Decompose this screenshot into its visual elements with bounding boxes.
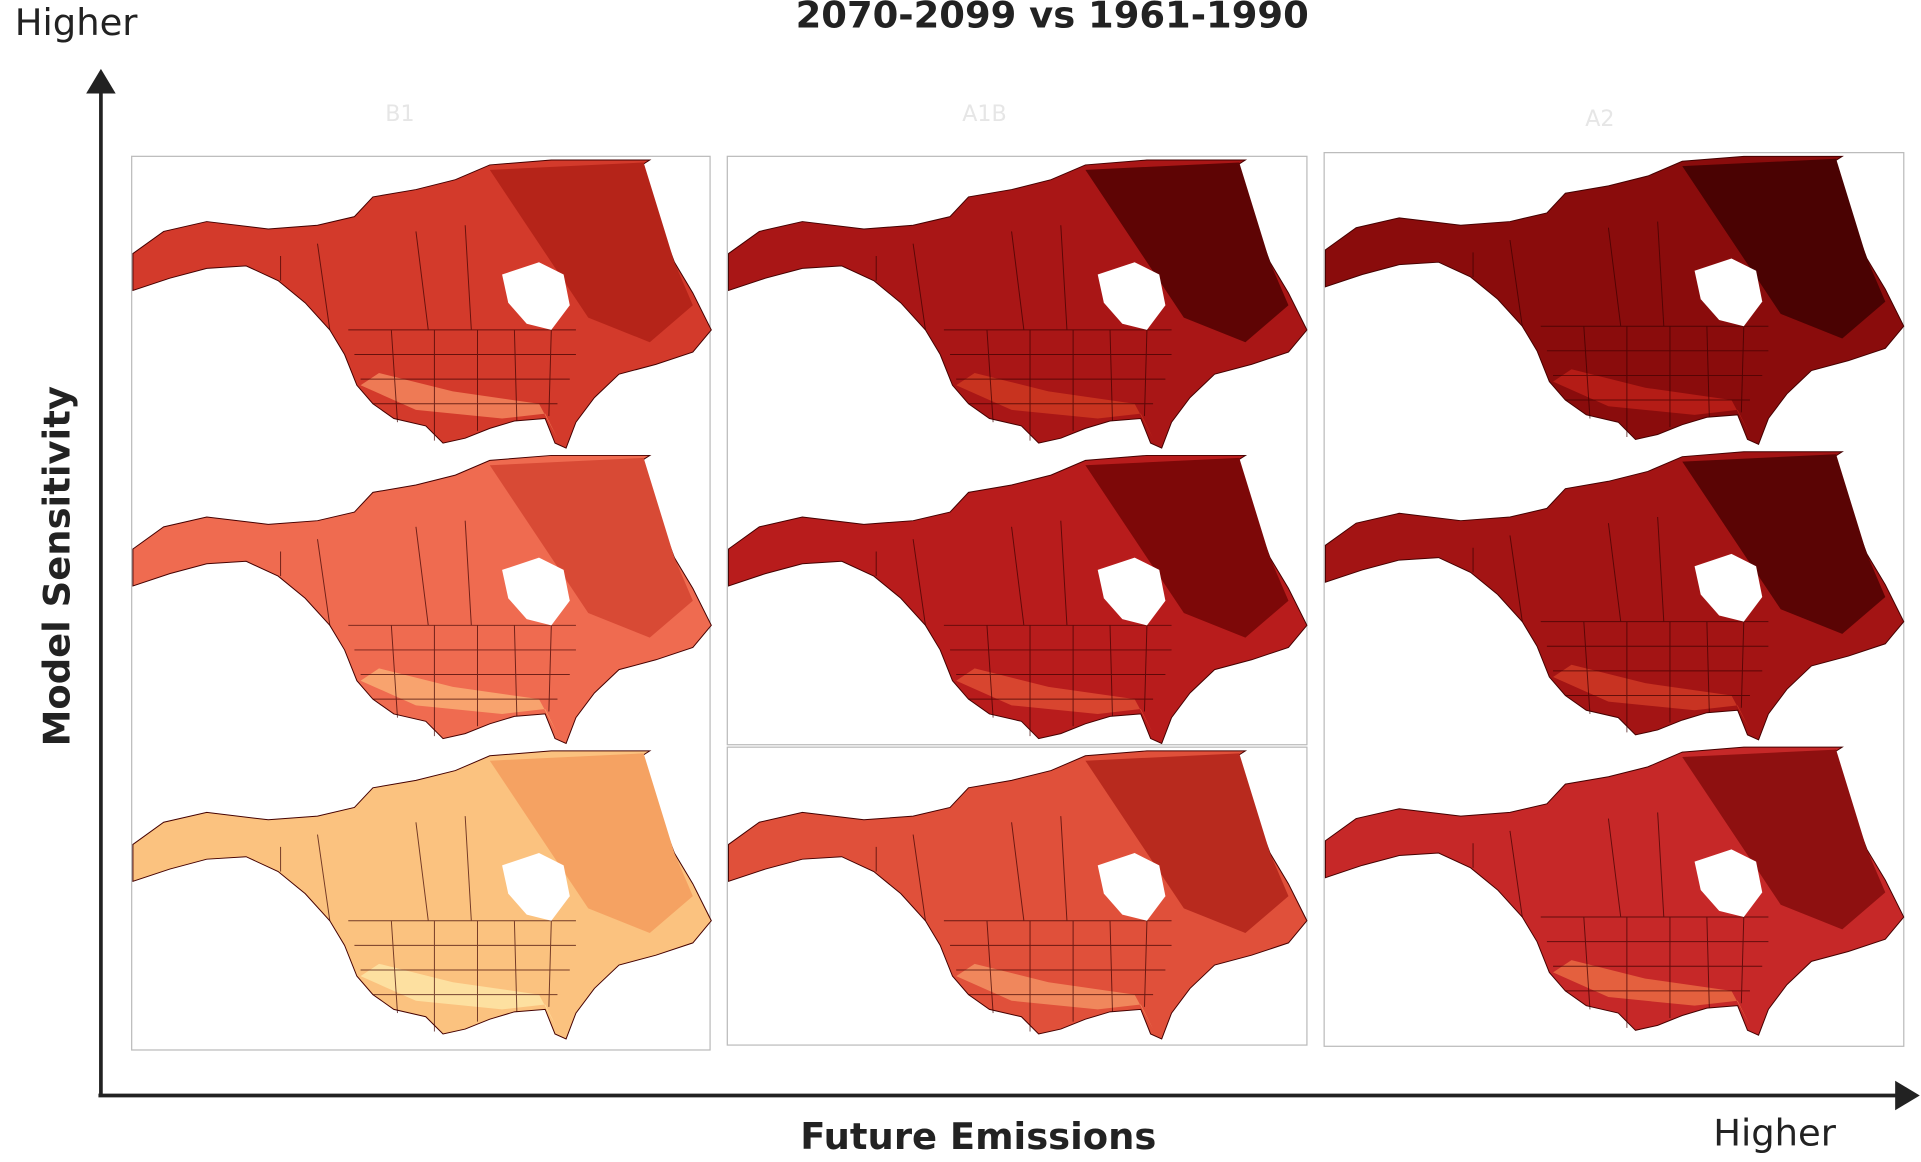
y-arrowhead [86, 69, 116, 94]
column-label: A1B [962, 101, 1006, 127]
x-axis-label: Future Emissions [800, 1115, 1156, 1158]
map [133, 751, 711, 1039]
map [1325, 747, 1903, 1035]
map [729, 455, 1307, 743]
figure: 2070-2099 vs 1961-1990 Higher Model Sens… [0, 0, 1921, 1162]
map-grid [133, 156, 1904, 1039]
title: 2070-2099 vs 1961-1990 [796, 0, 1309, 37]
map [1325, 156, 1903, 444]
y-axis-label: Model Sensitivity [36, 386, 79, 746]
x-axis-end-label: Higher [1713, 1111, 1837, 1154]
column-label: B1 [385, 101, 414, 127]
map [133, 160, 711, 448]
map [729, 160, 1307, 448]
y-axis-end-label: Higher [15, 1, 139, 44]
map [133, 455, 711, 743]
x-arrowhead [1895, 1081, 1920, 1111]
column-label: A2 [1585, 106, 1614, 132]
map [1325, 452, 1903, 740]
map [729, 751, 1307, 1039]
